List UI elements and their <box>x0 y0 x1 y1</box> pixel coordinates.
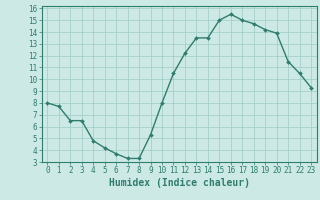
X-axis label: Humidex (Indice chaleur): Humidex (Indice chaleur) <box>109 178 250 188</box>
